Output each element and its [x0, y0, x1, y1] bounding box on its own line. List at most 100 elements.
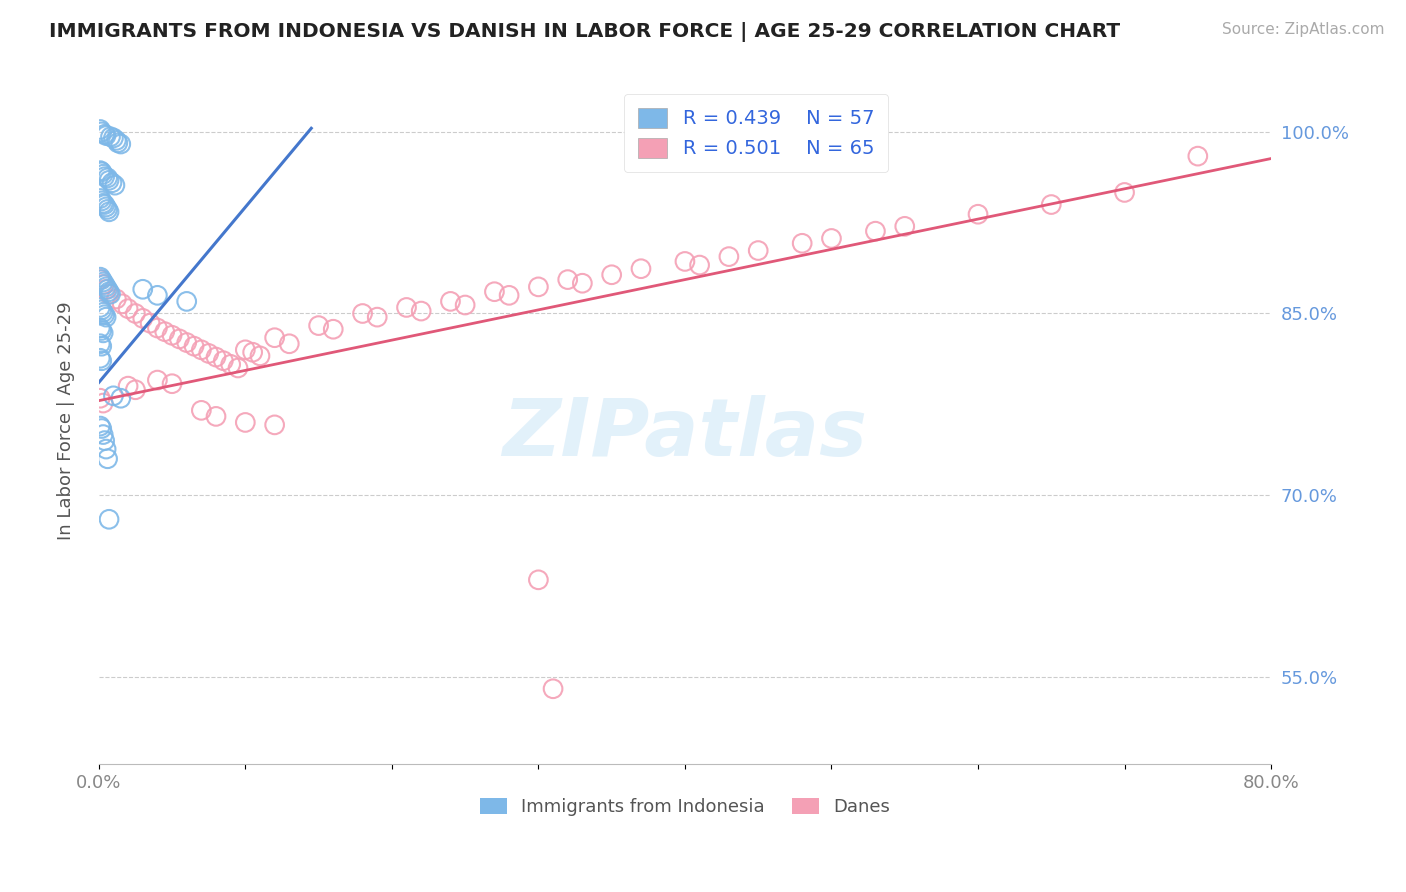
Point	[107, 136, 129, 150]
Point	[183, 339, 205, 353]
Point	[146, 321, 169, 335]
Point	[111, 297, 134, 311]
Point	[527, 573, 550, 587]
Point	[98, 287, 121, 301]
Point	[747, 244, 769, 258]
Point	[93, 128, 115, 142]
Point	[89, 163, 111, 178]
Point	[89, 336, 111, 351]
Point	[146, 288, 169, 302]
Point	[105, 292, 128, 306]
Point	[89, 270, 111, 285]
Point	[90, 125, 112, 139]
Point	[100, 287, 122, 301]
Point	[190, 403, 212, 417]
Point	[322, 322, 344, 336]
Point	[484, 285, 506, 299]
Point	[90, 302, 112, 317]
Point	[792, 236, 814, 251]
Point	[110, 391, 132, 405]
Point	[395, 301, 418, 315]
Text: Source: ZipAtlas.com: Source: ZipAtlas.com	[1222, 22, 1385, 37]
Point	[89, 351, 111, 366]
Point	[242, 345, 264, 359]
Point	[89, 192, 111, 206]
Point	[91, 396, 114, 410]
Point	[93, 197, 115, 211]
Point	[124, 383, 146, 397]
Point	[689, 258, 711, 272]
Point	[91, 305, 114, 319]
Point	[110, 136, 132, 151]
Point	[98, 204, 121, 219]
Point	[103, 131, 125, 145]
Point	[101, 176, 124, 190]
Point	[169, 332, 191, 346]
Point	[97, 451, 120, 466]
Point	[1187, 149, 1209, 163]
Point	[1040, 197, 1063, 211]
Point	[97, 202, 120, 217]
Point	[600, 268, 623, 282]
Point	[197, 346, 219, 360]
Point	[93, 434, 115, 448]
Point	[93, 277, 115, 292]
Point	[571, 277, 593, 291]
Point	[139, 316, 162, 330]
Point	[233, 343, 256, 357]
Point	[557, 272, 579, 286]
Point	[673, 254, 696, 268]
Point	[94, 442, 117, 456]
Point	[94, 128, 117, 143]
Point	[411, 304, 433, 318]
Point	[205, 409, 228, 424]
Point	[893, 219, 915, 234]
Point	[91, 277, 114, 292]
Point	[352, 306, 374, 320]
Point	[190, 343, 212, 357]
Point	[967, 207, 990, 221]
Point	[98, 173, 121, 187]
Point	[865, 224, 887, 238]
Point	[146, 373, 169, 387]
Point	[160, 328, 183, 343]
Point	[97, 170, 120, 185]
Point	[366, 310, 388, 325]
Point	[541, 681, 564, 696]
Point	[226, 361, 249, 376]
Point	[100, 129, 122, 144]
Point	[820, 231, 842, 245]
Point	[439, 294, 461, 309]
Point	[91, 427, 114, 442]
Point	[90, 421, 112, 435]
Point	[103, 389, 125, 403]
Point	[91, 275, 114, 289]
Point	[90, 194, 112, 208]
Point	[212, 353, 235, 368]
Point	[233, 416, 256, 430]
Point	[630, 261, 652, 276]
Text: ZIPatlas: ZIPatlas	[502, 395, 868, 474]
Text: IMMIGRANTS FROM INDONESIA VS DANISH IN LABOR FORCE | AGE 25-29 CORRELATION CHART: IMMIGRANTS FROM INDONESIA VS DANISH IN L…	[49, 22, 1121, 42]
Point	[89, 122, 111, 136]
Point	[176, 294, 198, 309]
Point	[176, 335, 198, 350]
Point	[90, 165, 112, 179]
Point	[205, 350, 228, 364]
Point	[308, 318, 330, 333]
Point	[263, 417, 285, 432]
Point	[104, 178, 127, 193]
Legend: Immigrants from Indonesia, Danes: Immigrants from Indonesia, Danes	[472, 790, 897, 823]
Point	[498, 288, 520, 302]
Point	[105, 133, 128, 147]
Point	[219, 357, 242, 371]
Point	[132, 311, 155, 326]
Point	[89, 272, 111, 286]
Point	[160, 376, 183, 391]
Point	[527, 280, 550, 294]
Point	[94, 282, 117, 296]
Point	[93, 308, 115, 322]
Point	[117, 379, 139, 393]
Point	[97, 282, 120, 296]
Point	[93, 169, 115, 184]
